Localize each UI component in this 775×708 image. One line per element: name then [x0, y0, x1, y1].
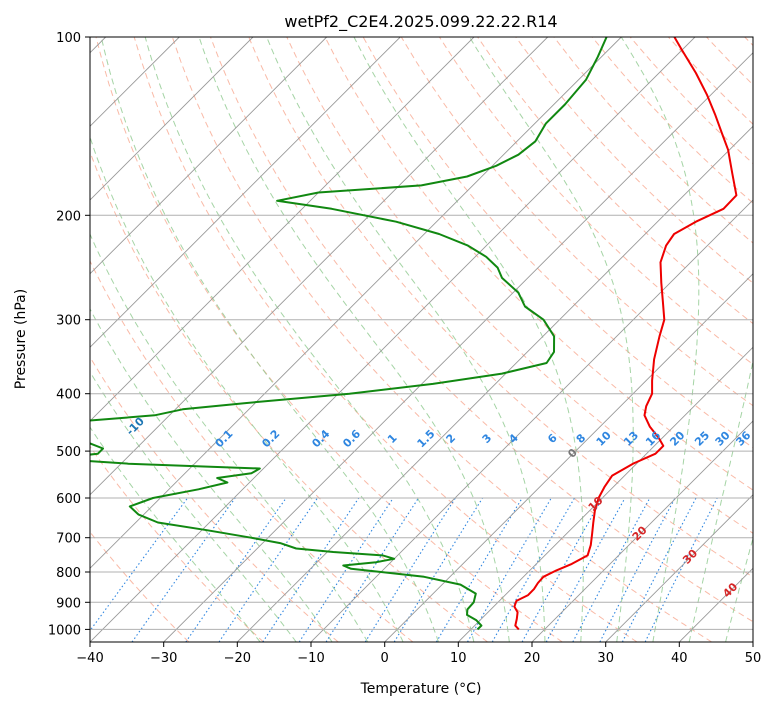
y-tick-label: 400: [56, 388, 81, 403]
moist-adiabat: [100, 37, 439, 642]
mixing-ratio-line: [644, 497, 718, 642]
isotherm: [90, 37, 549, 496]
dry-adiabat: [90, 259, 414, 642]
y-tick-label: 600: [56, 492, 81, 507]
isotherm: [310, 199, 753, 642]
y-tick-label: 100: [56, 31, 81, 46]
isotherm: [90, 37, 475, 422]
x-tick-label: 20: [524, 651, 541, 666]
x-tick-label: 50: [745, 651, 762, 666]
dry-adiabat: [133, 37, 638, 642]
moist-adiabat: [469, 37, 634, 642]
sounding-profiles: [90, 37, 738, 631]
isotherm: [90, 37, 328, 275]
moist-adiabat: [266, 37, 546, 642]
mixing-ratio-line: [364, 497, 456, 642]
x-tick-label: −30: [150, 651, 177, 666]
axes: −40 −30 −20 −10 0 10 20 30 40 50 100 200 300 400 500 60…: [48, 31, 761, 666]
isotherm: [90, 37, 696, 642]
moist-adiabat: [90, 426, 261, 642]
dry-adiabat: [90, 445, 264, 642]
y-tick-label: 700: [56, 532, 81, 547]
y-tick-label: 500: [56, 445, 81, 460]
mixing-ratio-line: [435, 497, 523, 642]
x-tick-label: −10: [297, 651, 324, 666]
y-axis-label: Pressure (hPa): [13, 289, 29, 389]
dry-adiabat: [171, 37, 712, 642]
y-tick-label: 200: [56, 209, 81, 224]
isotherm: [90, 37, 622, 569]
plot-frame: [89, 36, 754, 643]
mixing-ratio-line: [393, 497, 483, 642]
dry-adiabat: [95, 37, 563, 642]
mixing-ratio-line: [599, 497, 676, 642]
moist-adiabat: [198, 37, 510, 642]
mixing-ratio-line: [262, 497, 360, 642]
isotherm: [605, 494, 753, 642]
mixing-ratio-line: [545, 497, 626, 642]
x-tick-label: 10: [450, 651, 467, 666]
x-tick-label: −40: [76, 651, 103, 666]
dewpoint-profile: [90, 37, 608, 631]
moist-adiabat: [90, 370, 297, 642]
y-tick-label: 800: [56, 566, 81, 581]
moist-adiabat: [725, 536, 753, 642]
isotherm: [236, 125, 753, 642]
mixing-ratio-line: [572, 497, 651, 642]
moist-adiabat: [144, 37, 475, 642]
isotherm: [457, 346, 753, 642]
y-tick-label: 1000: [48, 623, 81, 638]
dry-adiabat: [286, 37, 753, 534]
moist-adiabat: [353, 37, 584, 642]
isotherm: [90, 37, 401, 348]
dry-adiabat: [210, 37, 753, 623]
isotherm: [384, 273, 753, 642]
x-tick-label: 40: [671, 651, 688, 666]
moist-adiabat: [688, 358, 753, 642]
moist-adiabat: [620, 37, 700, 642]
x-axis-label: Temperature (°C): [360, 681, 482, 697]
dry-adiabat: [90, 356, 339, 642]
dry-adiabat: [515, 37, 753, 284]
pressure-gridlines: [90, 37, 753, 630]
chart-title: wetPf2_C2E4.2025.099.22.22.R14: [284, 12, 557, 32]
isotherm: [531, 420, 753, 642]
dry-adiabat: [248, 37, 753, 578]
moist-adiabat: [90, 232, 369, 642]
mixing-ratio-line: [621, 497, 697, 642]
y-tick-label: 300: [56, 314, 81, 329]
temperature-profile: [513, 37, 738, 631]
isotherm: [90, 37, 254, 201]
x-tick-label: 0: [381, 651, 389, 666]
x-tick-label: 30: [597, 651, 614, 666]
moist-adiabat: [90, 135, 404, 642]
x-tick-label: −20: [224, 651, 251, 666]
mixing-ratio-line: [90, 497, 189, 632]
dry-adiabat: [324, 37, 753, 491]
background-lines: [90, 37, 753, 642]
moist-adiabat: [90, 308, 333, 642]
y-tick-label: 900: [56, 596, 81, 611]
mixing-ratio-line: [131, 497, 236, 642]
